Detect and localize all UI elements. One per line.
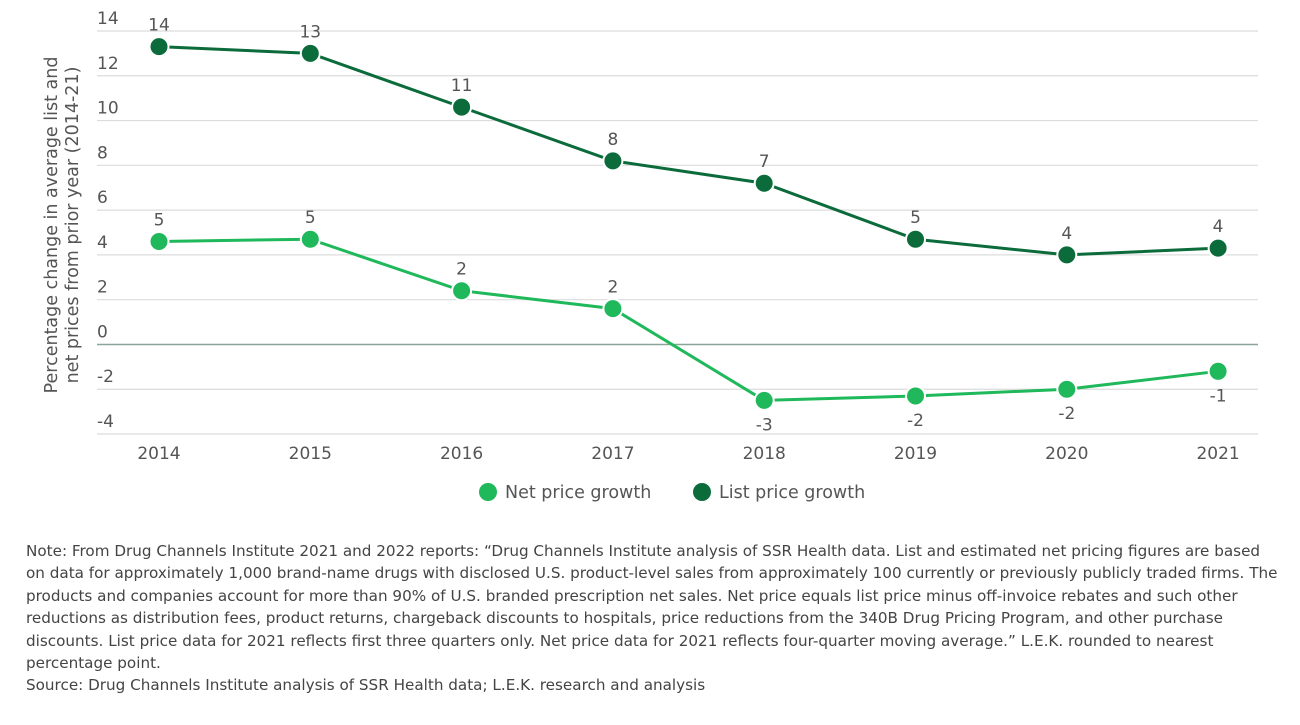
legend-marker <box>479 483 497 501</box>
data-point <box>299 42 321 64</box>
note-text: Note: From Drug Channels Institute 2021 … <box>26 542 1278 673</box>
source-text: Source: Drug Channels Institute analysis… <box>26 676 706 695</box>
x-tick-label: 2021 <box>1196 444 1239 464</box>
x-tick-label: 2017 <box>591 444 634 464</box>
data-label: 5 <box>154 210 165 230</box>
data-label: -2 <box>1058 404 1075 424</box>
y-tick-label: -2 <box>97 367 114 387</box>
x-tick-label: 2014 <box>137 444 180 464</box>
data-label: 13 <box>299 22 321 42</box>
data-label: 4 <box>1213 217 1224 237</box>
data-label: 11 <box>451 76 473 96</box>
data-label: 7 <box>759 152 770 172</box>
data-point <box>905 385 926 407</box>
series-line <box>158 45 1219 257</box>
data-label: -2 <box>907 411 924 431</box>
data-label: -3 <box>756 415 773 435</box>
y-tick-label: 12 <box>97 54 119 74</box>
y-tick-label: 2 <box>97 278 108 298</box>
legend-label: List price growth <box>719 483 865 503</box>
y-tick-label: 0 <box>97 322 108 342</box>
x-tick-label: 2020 <box>1045 444 1088 464</box>
legend-marker <box>693 483 711 501</box>
data-point <box>753 172 775 194</box>
y-axis-label-line: Percentage change in average list and <box>42 57 62 394</box>
data-point <box>602 298 624 320</box>
data-point <box>1056 244 1078 266</box>
data-point <box>905 228 926 250</box>
data-label: 2 <box>607 278 618 298</box>
data-label: 4 <box>1061 224 1072 244</box>
data-label: 5 <box>910 208 921 228</box>
data-point <box>1056 378 1078 400</box>
y-tick-label: 14 <box>97 9 119 29</box>
data-point <box>602 150 624 172</box>
legend-label: Net price growth <box>505 483 651 503</box>
y-tick-label: 8 <box>97 143 108 163</box>
y-tick-label: 4 <box>97 233 108 253</box>
y-tick-label: 6 <box>97 188 108 208</box>
data-label: 5 <box>305 208 316 228</box>
y-axis-label-line: net prices from prior year (2014-21) <box>63 67 83 384</box>
line-chart: -4 -2 0 2 4 6 8 10 12 14 2014 2015 2016 2017 2018 2019 2… <box>42 9 1258 503</box>
x-tick-label: 2015 <box>289 444 332 464</box>
data-point <box>299 228 321 250</box>
data-point <box>451 280 473 302</box>
y-tick-label: 10 <box>97 99 119 119</box>
data-label: 2 <box>456 260 467 280</box>
data-point <box>1207 237 1229 259</box>
y-axis-label: Percentage change in average list andnet… <box>42 57 83 394</box>
series-line <box>158 237 1219 402</box>
chart-note: Note: From Drug Channels Institute 2021 … <box>26 540 1281 697</box>
data-label: -1 <box>1210 386 1227 406</box>
data-label: 8 <box>607 130 618 150</box>
data-point <box>148 36 170 58</box>
y-tick-label: -4 <box>97 412 114 432</box>
x-tick-label: 2018 <box>743 444 786 464</box>
data-point <box>451 96 473 118</box>
data-point <box>148 230 170 252</box>
x-tick-label: 2016 <box>440 444 483 464</box>
x-tick-label: 2019 <box>894 444 937 464</box>
data-point <box>753 389 775 411</box>
data-point <box>1207 360 1229 382</box>
data-label: 14 <box>148 16 170 36</box>
